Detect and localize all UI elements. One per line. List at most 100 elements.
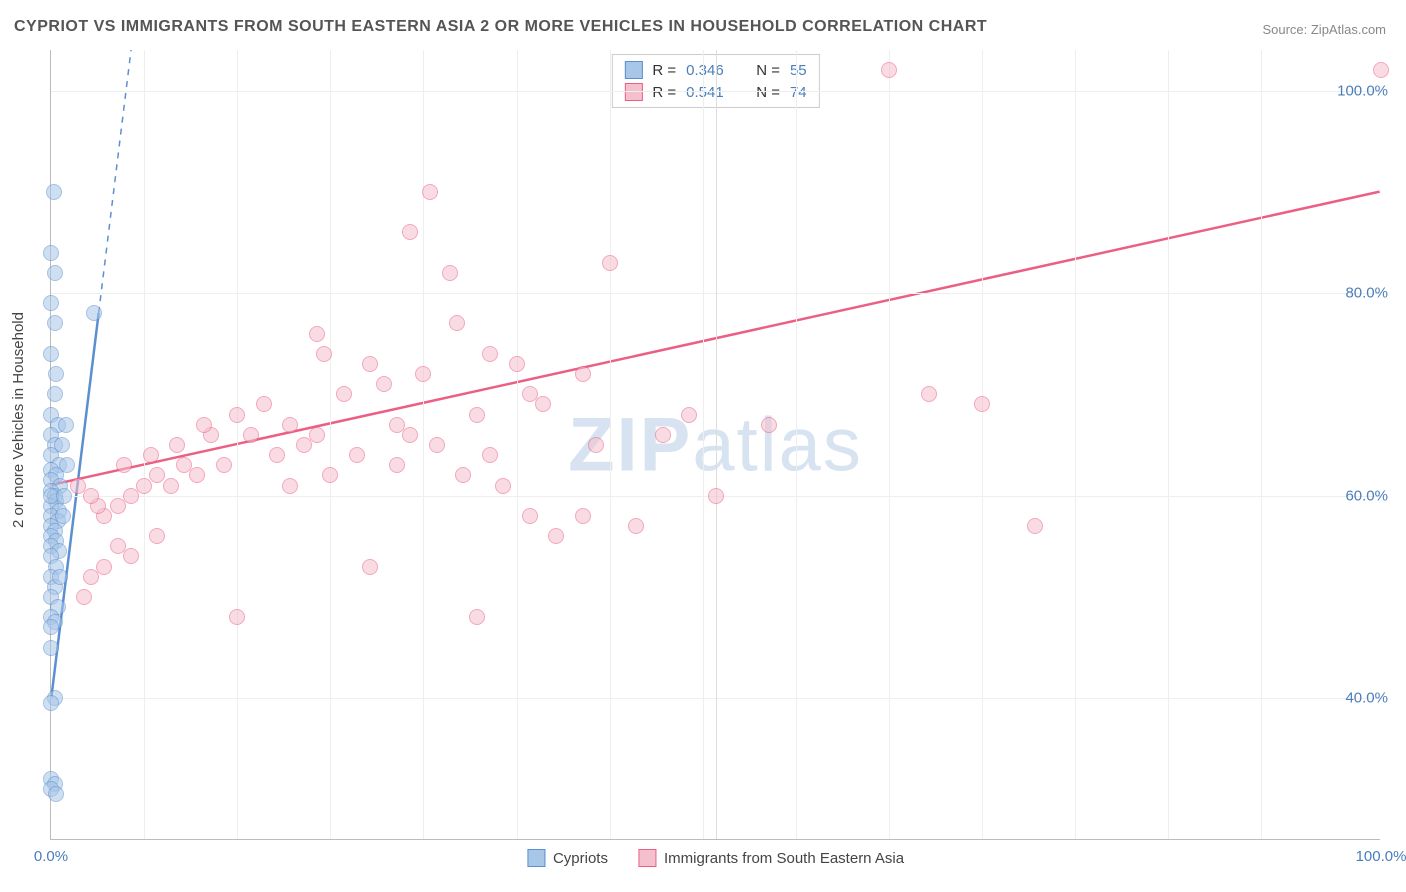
scatter-point-series-0 bbox=[43, 640, 59, 656]
legend-label-0: Cypriots bbox=[553, 850, 608, 867]
bottom-legend: CypriotsImmigrants from South Eastern As… bbox=[527, 849, 904, 867]
scatter-point-series-1 bbox=[149, 528, 165, 544]
scatter-point-series-1 bbox=[376, 376, 392, 392]
scatter-point-series-1 bbox=[336, 386, 352, 402]
scatter-point-series-1 bbox=[761, 417, 777, 433]
scatter-point-series-1 bbox=[449, 315, 465, 331]
scatter-point-series-1 bbox=[921, 386, 937, 402]
scatter-point-series-1 bbox=[389, 457, 405, 473]
stats-r-label: R = bbox=[652, 84, 676, 101]
scatter-point-series-1 bbox=[495, 478, 511, 494]
scatter-point-series-1 bbox=[169, 437, 185, 453]
scatter-point-series-1 bbox=[482, 447, 498, 463]
x-tick-label: 0.0% bbox=[34, 848, 68, 865]
scatter-point-series-1 bbox=[469, 407, 485, 423]
scatter-point-series-1 bbox=[123, 488, 139, 504]
gridline-vertical bbox=[1168, 50, 1169, 839]
scatter-point-series-1 bbox=[116, 457, 132, 473]
scatter-point-series-1 bbox=[575, 508, 591, 524]
scatter-point-series-0 bbox=[46, 184, 62, 200]
scatter-point-series-1 bbox=[402, 224, 418, 240]
scatter-point-series-1 bbox=[123, 548, 139, 564]
scatter-point-series-1 bbox=[269, 447, 285, 463]
stats-r-value: 0.541 bbox=[686, 84, 724, 101]
legend-swatch-1 bbox=[638, 849, 656, 867]
stats-swatch-0 bbox=[624, 61, 642, 79]
scatter-point-series-1 bbox=[229, 407, 245, 423]
scatter-point-series-1 bbox=[110, 538, 126, 554]
scatter-point-series-1 bbox=[708, 488, 724, 504]
scatter-point-series-1 bbox=[163, 478, 179, 494]
gridline-vertical bbox=[703, 50, 704, 839]
legend-swatch-0 bbox=[527, 849, 545, 867]
y-tick-label: 80.0% bbox=[1345, 285, 1388, 302]
scatter-point-series-1 bbox=[415, 366, 431, 382]
stats-n-value: 74 bbox=[790, 84, 807, 101]
scatter-point-series-1 bbox=[83, 488, 99, 504]
scatter-point-series-0 bbox=[48, 366, 64, 382]
scatter-point-series-1 bbox=[143, 447, 159, 463]
scatter-point-series-1 bbox=[189, 467, 205, 483]
scatter-point-series-1 bbox=[974, 396, 990, 412]
scatter-point-series-1 bbox=[282, 417, 298, 433]
scatter-point-series-0 bbox=[86, 305, 102, 321]
scatter-point-series-1 bbox=[482, 346, 498, 362]
scatter-point-series-1 bbox=[70, 478, 86, 494]
scatter-point-series-0 bbox=[47, 386, 63, 402]
stats-swatch-1 bbox=[624, 83, 642, 101]
scatter-point-series-0 bbox=[43, 695, 59, 711]
stats-n-value: 55 bbox=[790, 62, 807, 79]
scatter-point-series-1 bbox=[422, 184, 438, 200]
scatter-point-series-1 bbox=[282, 478, 298, 494]
scatter-point-series-0 bbox=[43, 346, 59, 362]
scatter-point-series-1 bbox=[362, 559, 378, 575]
scatter-point-series-1 bbox=[1373, 62, 1389, 78]
gridline-vertical bbox=[610, 50, 611, 839]
scatter-point-series-0 bbox=[58, 417, 74, 433]
scatter-point-series-1 bbox=[309, 427, 325, 443]
scatter-point-series-1 bbox=[243, 427, 259, 443]
trend-line-dashed-0 bbox=[99, 50, 131, 313]
y-axis-title: 2 or more Vehicles in Household bbox=[10, 312, 27, 528]
scatter-point-series-1 bbox=[196, 417, 212, 433]
scatter-point-series-1 bbox=[535, 396, 551, 412]
scatter-point-series-1 bbox=[96, 559, 112, 575]
scatter-point-series-1 bbox=[362, 356, 378, 372]
scatter-point-series-1 bbox=[588, 437, 604, 453]
scatter-point-series-0 bbox=[47, 315, 63, 331]
x-tick-label: 100.0% bbox=[1356, 848, 1406, 865]
scatter-point-series-0 bbox=[56, 488, 72, 504]
y-tick-label: 100.0% bbox=[1337, 82, 1388, 99]
scatter-point-series-1 bbox=[575, 366, 591, 382]
scatter-point-series-1 bbox=[602, 255, 618, 271]
scatter-point-series-1 bbox=[455, 467, 471, 483]
scatter-point-series-1 bbox=[881, 62, 897, 78]
scatter-point-series-0 bbox=[55, 508, 71, 524]
scatter-point-series-1 bbox=[402, 427, 418, 443]
scatter-point-series-1 bbox=[681, 407, 697, 423]
scatter-point-series-1 bbox=[76, 589, 92, 605]
scatter-point-series-1 bbox=[322, 467, 338, 483]
gridline-vertical bbox=[144, 50, 145, 839]
scatter-point-series-0 bbox=[43, 295, 59, 311]
scatter-point-series-0 bbox=[48, 786, 64, 802]
scatter-point-series-1 bbox=[655, 427, 671, 443]
scatter-point-series-0 bbox=[43, 619, 59, 635]
scatter-point-series-1 bbox=[296, 437, 312, 453]
y-tick-label: 40.0% bbox=[1345, 690, 1388, 707]
chart-title: CYPRIOT VS IMMIGRANTS FROM SOUTH EASTERN… bbox=[14, 18, 987, 36]
scatter-point-series-1 bbox=[229, 609, 245, 625]
scatter-point-series-1 bbox=[548, 528, 564, 544]
scatter-point-series-1 bbox=[429, 437, 445, 453]
scatter-point-series-1 bbox=[309, 326, 325, 342]
gridline-vertical bbox=[1261, 50, 1262, 839]
gridline-vertical bbox=[982, 50, 983, 839]
scatter-point-series-0 bbox=[43, 245, 59, 261]
scatter-point-series-1 bbox=[349, 447, 365, 463]
gridline-vertical bbox=[517, 50, 518, 839]
y-tick-label: 60.0% bbox=[1345, 487, 1388, 504]
stats-r-value: 0.346 bbox=[686, 62, 724, 79]
scatter-point-series-1 bbox=[1027, 518, 1043, 534]
scatter-point-series-1 bbox=[442, 265, 458, 281]
gridline-vertical bbox=[1075, 50, 1076, 839]
